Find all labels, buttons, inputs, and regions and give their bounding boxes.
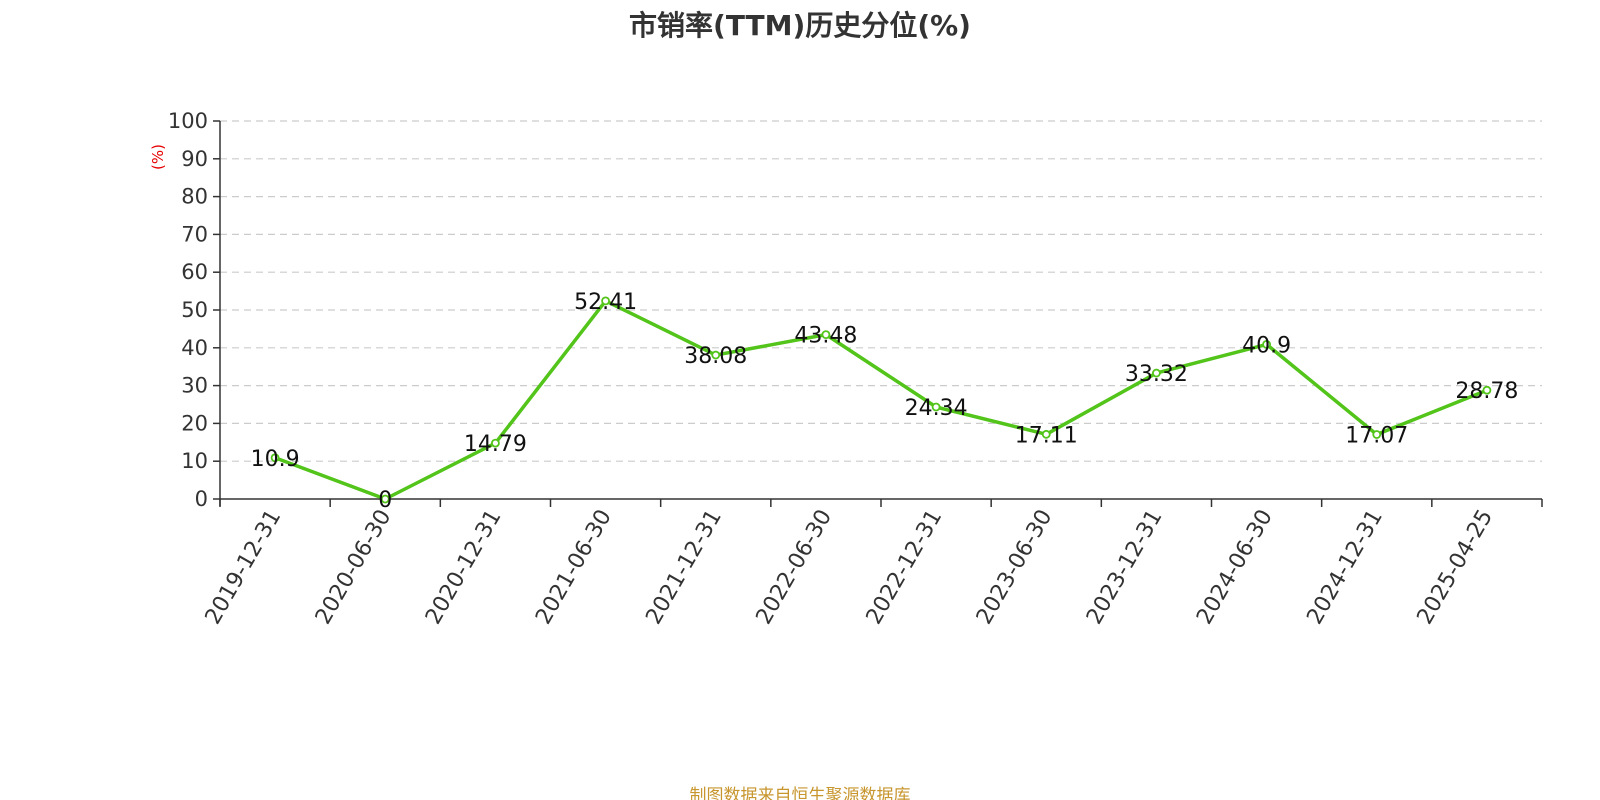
x-tick-label: 2019-12-31 bbox=[201, 506, 287, 629]
x-tick-label: 2024-06-30 bbox=[1192, 506, 1278, 629]
x-tick-label: 2024-12-31 bbox=[1302, 506, 1388, 629]
data-label: 17.11 bbox=[1015, 423, 1078, 448]
data-label: 28.78 bbox=[1455, 379, 1518, 404]
source-note: 制图数据来自恒生聚源数据库 bbox=[689, 786, 911, 800]
data-point bbox=[931, 402, 941, 412]
data-point bbox=[1152, 368, 1161, 378]
y-tick-label: 80 bbox=[181, 185, 208, 209]
data-point bbox=[1041, 429, 1051, 439]
axes: 0 10 20 30 40 50 60 70 80 90 100 2019-12-31 2020-06-… bbox=[168, 109, 1543, 629]
y-tick-label: 10 bbox=[181, 449, 208, 473]
data-point bbox=[821, 330, 831, 340]
x-tick-label: 2025-04-25 bbox=[1413, 506, 1499, 629]
x-tick-label: 2023-12-31 bbox=[1082, 506, 1168, 629]
data-point bbox=[270, 453, 280, 463]
grid-lines bbox=[220, 120, 1542, 462]
data-label: 10.9 bbox=[251, 447, 300, 472]
x-tick-label: 2020-12-31 bbox=[421, 505, 507, 628]
data-label: 52.41 bbox=[574, 290, 637, 315]
x-tick-label: 2021-06-30 bbox=[531, 506, 617, 629]
data-point bbox=[1262, 339, 1271, 349]
data-point bbox=[601, 296, 610, 306]
series-line-path bbox=[274, 299, 1488, 501]
y-tick-label: 20 bbox=[181, 411, 208, 435]
data-label: 43.48 bbox=[794, 324, 857, 349]
data-label: 17.07 bbox=[1345, 423, 1408, 448]
data-label: 14.79 bbox=[464, 432, 527, 457]
y-tick-label: 70 bbox=[181, 222, 208, 246]
y-axis-unit-label: (%) bbox=[149, 144, 167, 170]
data-point bbox=[1482, 385, 1492, 395]
data-point bbox=[1372, 430, 1382, 439]
x-tick-label: 2021-12-31 bbox=[641, 506, 727, 629]
y-tick-label: 100 bbox=[168, 109, 208, 133]
data-point bbox=[380, 494, 390, 504]
series-line bbox=[270, 296, 1492, 504]
data-point bbox=[491, 438, 500, 448]
data-point bbox=[711, 350, 721, 360]
data-label: 24.34 bbox=[905, 396, 968, 421]
y-tick-label: 0 bbox=[195, 487, 208, 511]
x-tick-label: 2020-06-30 bbox=[311, 506, 397, 629]
data-label: 40.9 bbox=[1242, 333, 1291, 358]
y-tick-label: 40 bbox=[181, 336, 208, 360]
x-tick-label: 2022-12-31 bbox=[862, 505, 948, 628]
data-label: 0 bbox=[378, 488, 392, 513]
y-tick-label: 50 bbox=[181, 298, 208, 322]
x-tick-label: 2023-06-30 bbox=[972, 506, 1058, 629]
y-tick-label: 30 bbox=[181, 374, 208, 398]
data-labels: 10.9 0 14.79 52.41 38.08 43.48 24.34 17.11 33.32… bbox=[251, 290, 1519, 513]
x-tick-label: 2022-06-30 bbox=[752, 506, 838, 629]
y-tick-label: 60 bbox=[181, 260, 208, 284]
data-label: 33.32 bbox=[1125, 362, 1188, 387]
y-tick-label: 90 bbox=[181, 147, 208, 171]
chart-title: 市销率(TTM)历史分位(%) bbox=[629, 9, 971, 42]
data-label: 38.08 bbox=[684, 344, 747, 369]
